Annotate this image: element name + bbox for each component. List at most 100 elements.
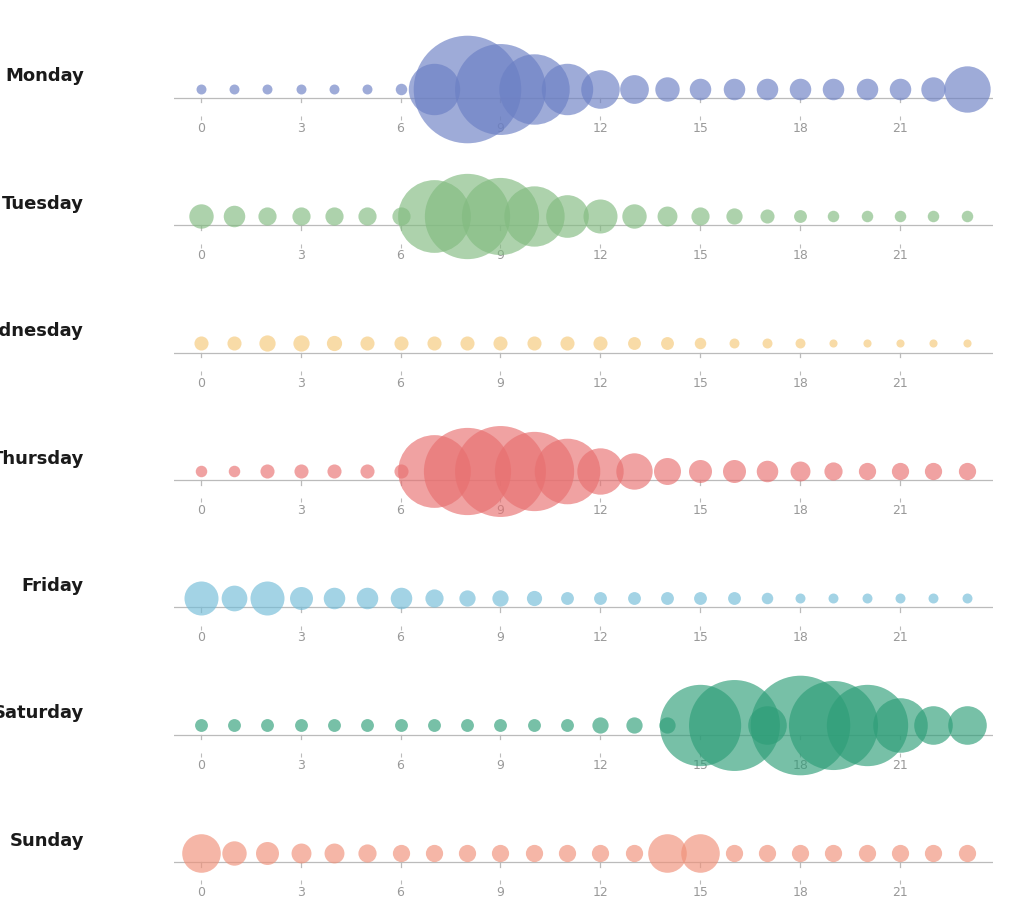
Point — [725, 82, 741, 96]
Point — [226, 209, 243, 224]
Point — [359, 591, 376, 605]
Point — [759, 591, 775, 605]
Point — [658, 591, 675, 605]
Point — [925, 591, 941, 605]
Point — [858, 845, 874, 860]
Point — [392, 463, 409, 478]
Point — [525, 718, 542, 733]
Point — [792, 845, 808, 860]
Point — [426, 82, 442, 96]
Point — [259, 463, 275, 478]
Point — [725, 463, 741, 478]
Point — [858, 463, 874, 478]
Point — [692, 209, 709, 224]
Point — [825, 591, 842, 605]
Point — [958, 82, 975, 96]
Point — [259, 82, 275, 96]
Point — [559, 591, 575, 605]
Point — [692, 336, 709, 350]
Point — [592, 82, 608, 96]
Point — [326, 463, 342, 478]
Point — [658, 209, 675, 224]
Point — [858, 209, 874, 224]
Point — [792, 591, 808, 605]
Point — [725, 845, 741, 860]
Point — [626, 845, 642, 860]
Point — [293, 591, 309, 605]
Point — [426, 463, 442, 478]
Point — [193, 591, 209, 605]
Point — [525, 591, 542, 605]
Point — [226, 845, 243, 860]
Point — [958, 845, 975, 860]
Point — [626, 336, 642, 350]
Point — [725, 718, 741, 733]
Point — [658, 463, 675, 478]
Point — [193, 209, 209, 224]
Point — [359, 209, 376, 224]
Point — [658, 718, 675, 733]
Point — [493, 845, 509, 860]
Point — [958, 463, 975, 478]
Point — [592, 209, 608, 224]
Point — [892, 336, 908, 350]
Point — [359, 336, 376, 350]
Point — [426, 718, 442, 733]
Point — [592, 718, 608, 733]
Point — [359, 463, 376, 478]
Point — [792, 718, 808, 733]
Y-axis label: Monday: Monday — [5, 68, 84, 85]
Point — [392, 845, 409, 860]
Point — [692, 82, 709, 96]
Point — [692, 845, 709, 860]
Point — [493, 209, 509, 224]
Point — [692, 591, 709, 605]
Point — [326, 336, 342, 350]
Point — [459, 463, 475, 478]
Point — [759, 82, 775, 96]
Y-axis label: Saturday: Saturday — [0, 704, 84, 723]
Point — [825, 463, 842, 478]
Y-axis label: Friday: Friday — [22, 577, 84, 595]
Point — [825, 845, 842, 860]
Point — [525, 82, 542, 96]
Point — [858, 336, 874, 350]
Point — [559, 718, 575, 733]
Point — [759, 336, 775, 350]
Point — [925, 718, 941, 733]
Point — [626, 718, 642, 733]
Y-axis label: Wednesday: Wednesday — [0, 322, 84, 340]
Point — [958, 336, 975, 350]
Point — [559, 336, 575, 350]
Point — [226, 336, 243, 350]
Point — [226, 718, 243, 733]
Point — [626, 591, 642, 605]
Point — [193, 718, 209, 733]
Point — [293, 336, 309, 350]
Point — [193, 845, 209, 860]
Point — [958, 209, 975, 224]
Point — [892, 845, 908, 860]
Point — [626, 209, 642, 224]
Point — [493, 336, 509, 350]
Point — [426, 845, 442, 860]
Y-axis label: Tuesday: Tuesday — [2, 194, 84, 213]
Point — [725, 336, 741, 350]
Point — [626, 82, 642, 96]
Point — [426, 336, 442, 350]
Point — [392, 591, 409, 605]
Point — [792, 336, 808, 350]
Point — [293, 82, 309, 96]
Point — [559, 845, 575, 860]
Point — [792, 209, 808, 224]
Point — [193, 82, 209, 96]
Point — [892, 463, 908, 478]
Point — [259, 718, 275, 733]
Point — [792, 463, 808, 478]
Point — [892, 82, 908, 96]
Point — [392, 718, 409, 733]
Point — [359, 718, 376, 733]
Point — [692, 718, 709, 733]
Point — [559, 82, 575, 96]
Point — [459, 591, 475, 605]
